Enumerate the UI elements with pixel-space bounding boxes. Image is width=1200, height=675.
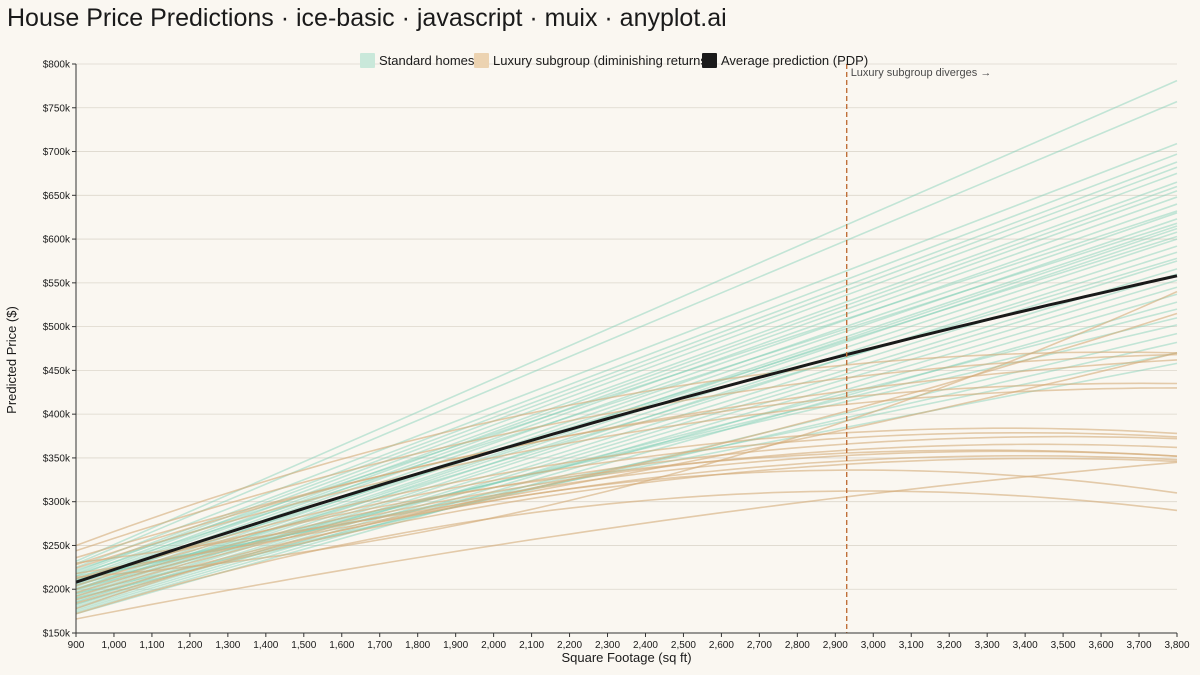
standard-home-line bbox=[75, 212, 1178, 592]
x-tick-label: 1,000 bbox=[101, 640, 126, 651]
page-title: House Price Predictions · ice-basic · ja… bbox=[7, 4, 727, 32]
y-tick-label: $650k bbox=[43, 191, 71, 202]
luxury-subgroup-line bbox=[75, 449, 1178, 580]
y-tick-label: $200k bbox=[43, 585, 71, 596]
divergence-annotation: Luxury subgroup diverges → bbox=[846, 64, 992, 633]
y-tick-label: $700k bbox=[43, 147, 71, 158]
axes: $150k $200k $250k $300k $350k $400k $450k $500k… bbox=[43, 60, 1190, 652]
y-tick-label: $500k bbox=[43, 322, 71, 333]
legend-swatch bbox=[474, 53, 489, 68]
x-tick-label: 900 bbox=[68, 640, 85, 651]
standard-home-line bbox=[75, 181, 1178, 582]
standard-home-line bbox=[75, 218, 1178, 594]
luxury-subgroup-line bbox=[75, 352, 1178, 564]
x-tick-label: 2,300 bbox=[595, 640, 620, 651]
standard-home-line bbox=[75, 238, 1178, 601]
standard-home-line bbox=[75, 100, 1178, 565]
luxury-subgroup-line bbox=[75, 450, 1178, 597]
x-tick-label: 1,900 bbox=[443, 640, 468, 651]
x-tick-label: 1,400 bbox=[253, 640, 278, 651]
x-tick-label: 3,800 bbox=[1164, 640, 1189, 651]
x-tick-label: 3,000 bbox=[861, 640, 886, 651]
standard-home-line bbox=[75, 79, 1178, 562]
x-tick-label: 2,800 bbox=[785, 640, 810, 651]
luxury-subgroup-line bbox=[75, 359, 1178, 559]
pdp-line bbox=[75, 274, 1178, 584]
y-tick-label: $550k bbox=[43, 278, 71, 289]
standard-home-line bbox=[75, 172, 1178, 580]
standard-home-line bbox=[75, 190, 1178, 586]
x-tick-label: 3,200 bbox=[937, 640, 962, 651]
x-tick-label: 3,400 bbox=[1013, 640, 1038, 651]
luxury-subgroup-line bbox=[75, 353, 1178, 552]
standard-home-line bbox=[75, 257, 1178, 590]
y-tick-label: $350k bbox=[43, 453, 71, 464]
x-tick-label: 2,700 bbox=[747, 640, 772, 651]
standard-home-line bbox=[75, 203, 1178, 590]
standard-home-line bbox=[75, 142, 1178, 569]
y-tick-label: $750k bbox=[43, 103, 71, 114]
x-tick-label: 2,200 bbox=[557, 640, 582, 651]
x-tick-label: 1,700 bbox=[367, 640, 392, 651]
x-tick-label: 2,500 bbox=[671, 640, 696, 651]
standard-home-line bbox=[75, 222, 1178, 576]
luxury-subgroup-line bbox=[75, 490, 1178, 615]
legend-label: Standard homes bbox=[379, 53, 475, 68]
luxury-subgroup-line bbox=[75, 351, 1178, 547]
standard-home-line bbox=[75, 286, 1178, 612]
luxury-subgroup-line bbox=[75, 435, 1178, 590]
luxury-subgroup-lines bbox=[75, 290, 1178, 620]
y-tick-label: $800k bbox=[43, 60, 71, 71]
standard-home-line bbox=[75, 153, 1178, 573]
legend: Standard homes Luxury subgroup (diminishi… bbox=[360, 53, 868, 68]
divergence-label: Luxury subgroup diverges → bbox=[851, 67, 992, 79]
x-tick-label: 1,800 bbox=[405, 640, 430, 651]
x-tick-label: 3,100 bbox=[899, 640, 924, 651]
x-tick-label: 3,300 bbox=[975, 640, 1000, 651]
legend-label: Luxury subgroup (diminishing returns) bbox=[493, 53, 711, 68]
legend-swatch bbox=[360, 53, 375, 68]
luxury-subgroup-line bbox=[75, 382, 1178, 566]
x-tick-label: 2,100 bbox=[519, 640, 544, 651]
luxury-subgroup-line bbox=[75, 387, 1178, 569]
y-tick-label: $400k bbox=[43, 410, 71, 421]
x-tick-label: 3,700 bbox=[1127, 640, 1152, 651]
x-tick-label: 2,000 bbox=[481, 640, 506, 651]
x-tick-label: 1,300 bbox=[215, 640, 240, 651]
x-tick-label: 1,600 bbox=[329, 640, 354, 651]
x-tick-label: 1,500 bbox=[291, 640, 316, 651]
luxury-subgroup-line bbox=[75, 461, 1178, 620]
pdp-line-group bbox=[75, 274, 1178, 584]
legend-swatch bbox=[702, 53, 717, 68]
standard-home-line bbox=[75, 185, 1178, 583]
standard-home-line bbox=[75, 161, 1178, 575]
y-tick-label: $250k bbox=[43, 541, 71, 552]
luxury-subgroup-line bbox=[75, 469, 1178, 610]
luxury-subgroup-line bbox=[75, 443, 1178, 594]
y-tick-label: $450k bbox=[43, 366, 71, 377]
x-tick-label: 3,500 bbox=[1051, 640, 1076, 651]
y-tick-label: $300k bbox=[43, 497, 71, 508]
luxury-subgroup-line bbox=[75, 457, 1178, 604]
luxury-subgroup-line bbox=[75, 454, 1178, 601]
standard-home-line bbox=[75, 317, 1178, 586]
y-axis-title: Predicted Price ($) bbox=[4, 306, 19, 414]
x-tick-label: 2,600 bbox=[709, 640, 734, 651]
x-tick-label: 1,200 bbox=[177, 640, 202, 651]
x-tick-label: 1,100 bbox=[139, 640, 164, 651]
luxury-subgroup-line bbox=[75, 427, 1178, 583]
y-tick-label: $150k bbox=[43, 629, 71, 640]
y-tick-label: $600k bbox=[43, 235, 71, 246]
x-axis-title: Square Footage (sq ft) bbox=[561, 650, 691, 665]
standard-home-line bbox=[75, 210, 1178, 571]
luxury-subgroup-line bbox=[75, 290, 1178, 578]
x-tick-label: 2,900 bbox=[823, 640, 848, 651]
standard-homes-lines bbox=[75, 79, 1178, 615]
x-tick-label: 2,400 bbox=[633, 640, 658, 651]
x-tick-label: 3,600 bbox=[1089, 640, 1114, 651]
legend-label: Average prediction (PDP) bbox=[721, 53, 868, 68]
